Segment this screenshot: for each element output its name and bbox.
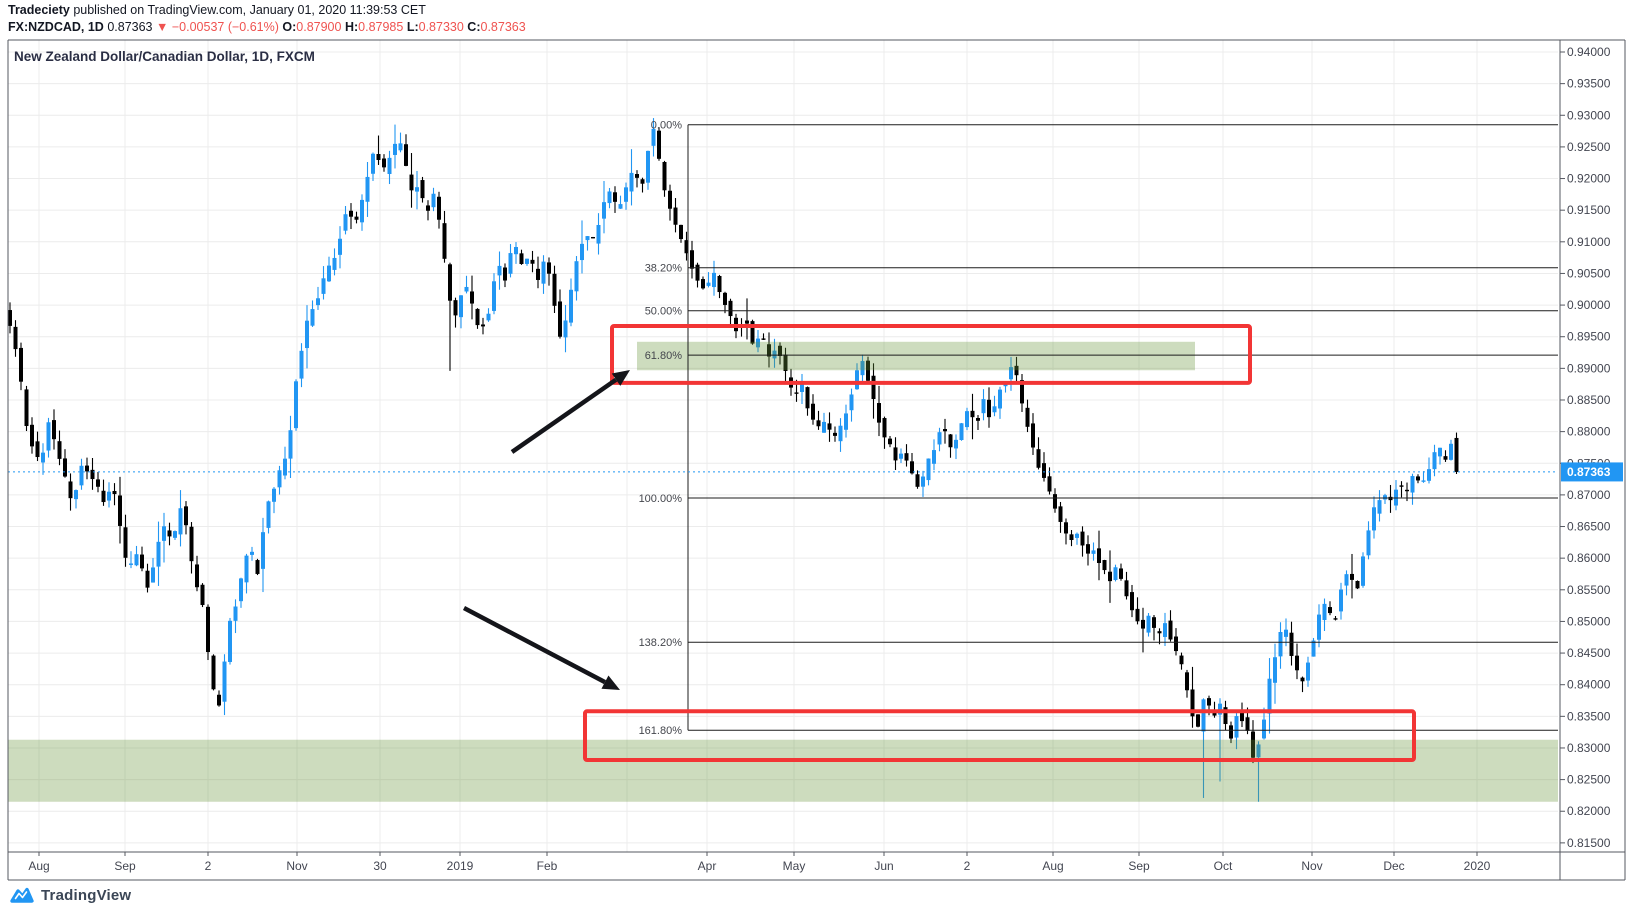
time-axis-label: Aug <box>28 859 49 873</box>
change-arrow-icon: ▼ <box>156 20 169 34</box>
support-zone <box>8 739 1558 802</box>
change-value: −0.00537 (−0.61%) <box>171 20 279 34</box>
tradingview-logo-icon <box>10 887 34 903</box>
price-axis: 0.94000 0.93500 0.93000 0.92500 0.92000 0.915… <box>1560 45 1611 850</box>
time-axis-label: Feb <box>537 859 558 873</box>
fib-level-label: 38.20% <box>645 262 683 274</box>
high-value: 0.87985 <box>358 20 404 34</box>
close-label: C: <box>467 20 481 34</box>
time-axis-label: Dec <box>1383 859 1404 873</box>
author-name: Tradeciety <box>8 3 70 17</box>
time-axis-label: Nov <box>1301 859 1322 873</box>
time-axis-label: Sep <box>114 859 136 873</box>
current-price-label: 0.87363 <box>1567 465 1611 479</box>
fib-level-label: 100.00% <box>639 493 683 505</box>
price-axis-label: 0.94000 <box>1567 45 1611 59</box>
price-axis-label: 0.91500 <box>1567 203 1611 217</box>
price-axis-label: 0.84500 <box>1567 646 1611 660</box>
price-axis-label: 0.91000 <box>1567 235 1611 249</box>
candlestick-series <box>8 118 1459 802</box>
price-axis-label: 0.86500 <box>1567 520 1611 534</box>
low-value: 0.87330 <box>418 20 464 34</box>
price-axis-label: 0.93500 <box>1567 77 1611 91</box>
price-axis-label: 0.82000 <box>1567 804 1611 818</box>
symbol-label: FX:NZDCAD, 1D <box>8 20 104 34</box>
time-axis-label: 30 <box>373 859 387 873</box>
time-axis-label: May <box>783 859 806 873</box>
chart-frame <box>7 39 1626 881</box>
price-axis-label: 0.83500 <box>1567 709 1611 723</box>
time-axis-label: Apr <box>698 859 717 873</box>
time-axis-label: Jun <box>874 859 893 873</box>
price-axis-label: 0.83000 <box>1567 741 1611 755</box>
price-axis-label: 0.85500 <box>1567 583 1611 597</box>
gridlines <box>8 40 1558 852</box>
support-zones <box>8 341 1558 802</box>
fib-retracement: 0.00% 38.20% 50.00% 61.80% 100.00% 138.20% 161… <box>639 119 1558 737</box>
tradingview-logo-text: TradingView <box>41 887 132 904</box>
highlight-box-1618 <box>583 709 1416 762</box>
published-text: published on TradingView.com, January 01… <box>69 3 426 17</box>
highlight-box-618 <box>610 323 1252 385</box>
price-axis-label: 0.82500 <box>1567 773 1611 787</box>
price-axis-label: 0.89000 <box>1567 361 1611 375</box>
current-price-badge: 0.87363 <box>1561 462 1623 482</box>
time-axis-label: 2020 <box>1464 859 1491 873</box>
time-axis: Aug Sep 2 Nov 30 2019 Feb Apr May Jun 2 Aug Sep Oct No… <box>28 852 1491 873</box>
highlight-boxes <box>583 323 1416 762</box>
price-axis-label: 0.86000 <box>1567 551 1611 565</box>
time-axis-label: 2 <box>205 859 212 873</box>
price-axis-label: 0.92000 <box>1567 172 1611 186</box>
byline: Tradeciety published on TradingView.com,… <box>8 3 426 17</box>
fib-level-label: 61.80% <box>645 350 683 362</box>
fib-level-label: 50.00% <box>645 305 683 317</box>
last-price: 0.87363 <box>107 20 153 34</box>
time-axis-label: Oct <box>1214 859 1233 873</box>
time-axis-label: 2 <box>964 859 971 873</box>
fib-level-label: 0.00% <box>651 119 682 131</box>
low-label: L: <box>406 20 419 34</box>
high-label: H: <box>344 20 359 34</box>
price-axis-label: 0.88500 <box>1567 393 1611 407</box>
time-axis-label: 2019 <box>447 859 474 873</box>
chart-title: New Zealand Dollar/Canadian Dollar, 1D, … <box>14 49 315 64</box>
price-axis-label: 0.87000 <box>1567 488 1611 502</box>
fib-618-zone <box>637 341 1195 371</box>
price-axis-label: 0.89500 <box>1567 330 1611 344</box>
time-axis-label: Nov <box>286 859 307 873</box>
price-axis-label: 0.88000 <box>1567 425 1611 439</box>
fib-level-label: 138.20% <box>639 637 683 649</box>
price-axis-label: 0.90500 <box>1567 266 1611 280</box>
open-value: 0.87900 <box>296 20 342 34</box>
price-axis-label: 0.85000 <box>1567 614 1611 628</box>
time-axis-label: Sep <box>1128 859 1150 873</box>
annotation-arrows <box>462 370 630 690</box>
price-axis-label: 0.81500 <box>1567 836 1611 850</box>
price-axis-label: 0.90000 <box>1567 298 1611 312</box>
price-axis-label: 0.92500 <box>1567 140 1611 154</box>
tradingview-logo: TradingView <box>10 887 131 904</box>
open-label: O: <box>282 20 297 34</box>
price-axis-label: 0.93000 <box>1567 108 1611 122</box>
time-axis-label: Aug <box>1042 859 1063 873</box>
price-axis-label: 0.84000 <box>1567 678 1611 692</box>
quote-line: FX:NZDCAD, 1D 0.87363 ▼ −0.00537 (−0.61%… <box>8 20 526 34</box>
close-value: 0.87363 <box>480 20 526 34</box>
fib-level-label: 161.80% <box>639 725 683 737</box>
